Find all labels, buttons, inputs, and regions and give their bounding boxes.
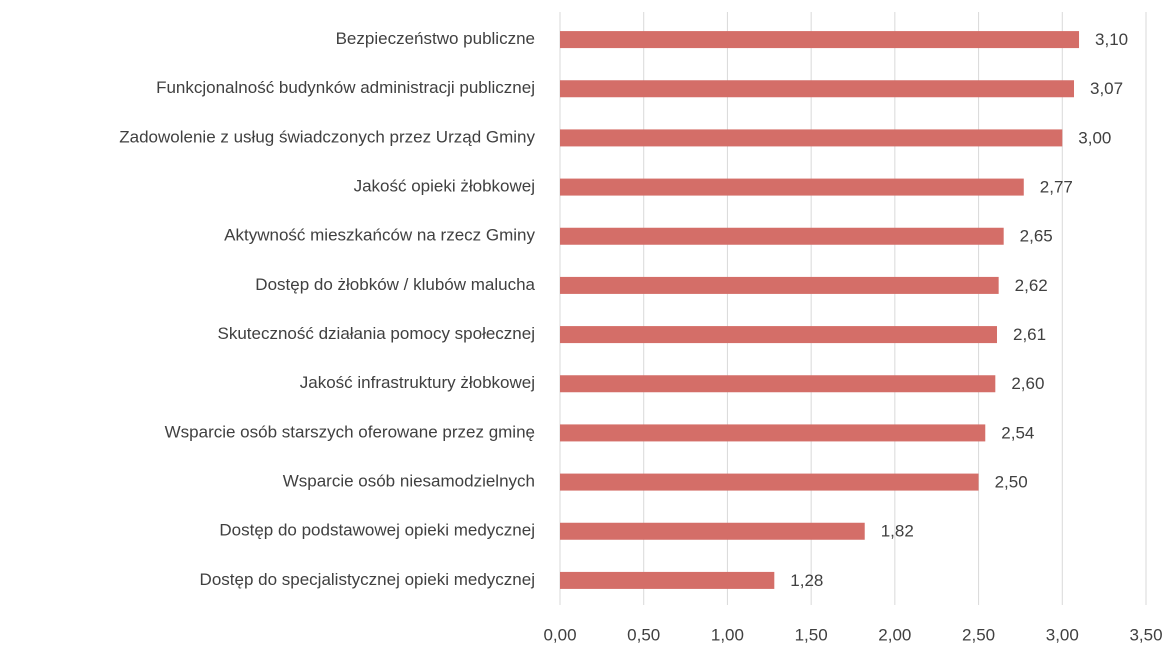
x-tick-label: 1,50 [795, 625, 828, 644]
bar [560, 571, 775, 589]
x-tick-label: 3,00 [1046, 625, 1079, 644]
y-tick-label: Jakość opieki żłobkowej [354, 177, 535, 196]
value-label: 2,77 [1040, 178, 1073, 197]
bar [560, 178, 1024, 196]
y-tick-label: Zadowolenie z usług świadczonych przez U… [119, 127, 535, 146]
bar [560, 424, 986, 442]
value-label: 2,54 [1001, 423, 1034, 442]
bar [560, 227, 1004, 245]
bar [560, 31, 1080, 49]
value-label: 2,62 [1015, 276, 1048, 295]
bar [560, 276, 999, 294]
y-tick-label: Jakość infrastruktury żłobkowej [300, 373, 535, 392]
x-tick-label: 2,50 [962, 625, 995, 644]
x-tick-label: 1,00 [711, 625, 744, 644]
value-label: 1,82 [881, 522, 914, 541]
value-label: 3,10 [1095, 30, 1128, 49]
x-tick-label: 3,50 [1129, 625, 1162, 644]
bar [560, 522, 865, 540]
y-tick-label: Funkcjonalność budynków administracji pu… [156, 78, 535, 97]
bar [560, 80, 1075, 98]
value-label: 3,00 [1078, 128, 1111, 147]
x-tick-label: 2,00 [878, 625, 911, 644]
value-label: 3,07 [1090, 79, 1123, 98]
y-tick-label: Dostęp do podstawowej opieki medycznej [219, 521, 535, 540]
bar [560, 129, 1063, 147]
bar [560, 473, 979, 491]
bar [560, 375, 996, 393]
value-label: 2,50 [995, 473, 1028, 492]
x-tick-label: 0,50 [627, 625, 660, 644]
x-tick-label: 0,00 [543, 625, 576, 644]
y-tick-label: Bezpieczeństwo publiczne [336, 29, 535, 48]
y-tick-label: Skuteczność działania pomocy społecznej [217, 324, 535, 343]
value-label: 2,60 [1011, 374, 1044, 393]
value-label: 2,65 [1020, 227, 1053, 246]
bar [560, 326, 997, 344]
y-tick-label: Dostęp do specjalistycznej opieki medycz… [200, 570, 535, 589]
y-tick-label: Aktywność mieszkańców na rzecz Gminy [224, 226, 535, 245]
value-label: 1,28 [790, 571, 823, 590]
y-tick-label: Dostęp do żłobków / klubów malucha [255, 275, 535, 294]
y-tick-label: Wsparcie osób niesamodzielnych [283, 472, 535, 491]
value-label: 2,61 [1013, 325, 1046, 344]
y-tick-label: Wsparcie osób starszych oferowane przez … [165, 422, 535, 441]
